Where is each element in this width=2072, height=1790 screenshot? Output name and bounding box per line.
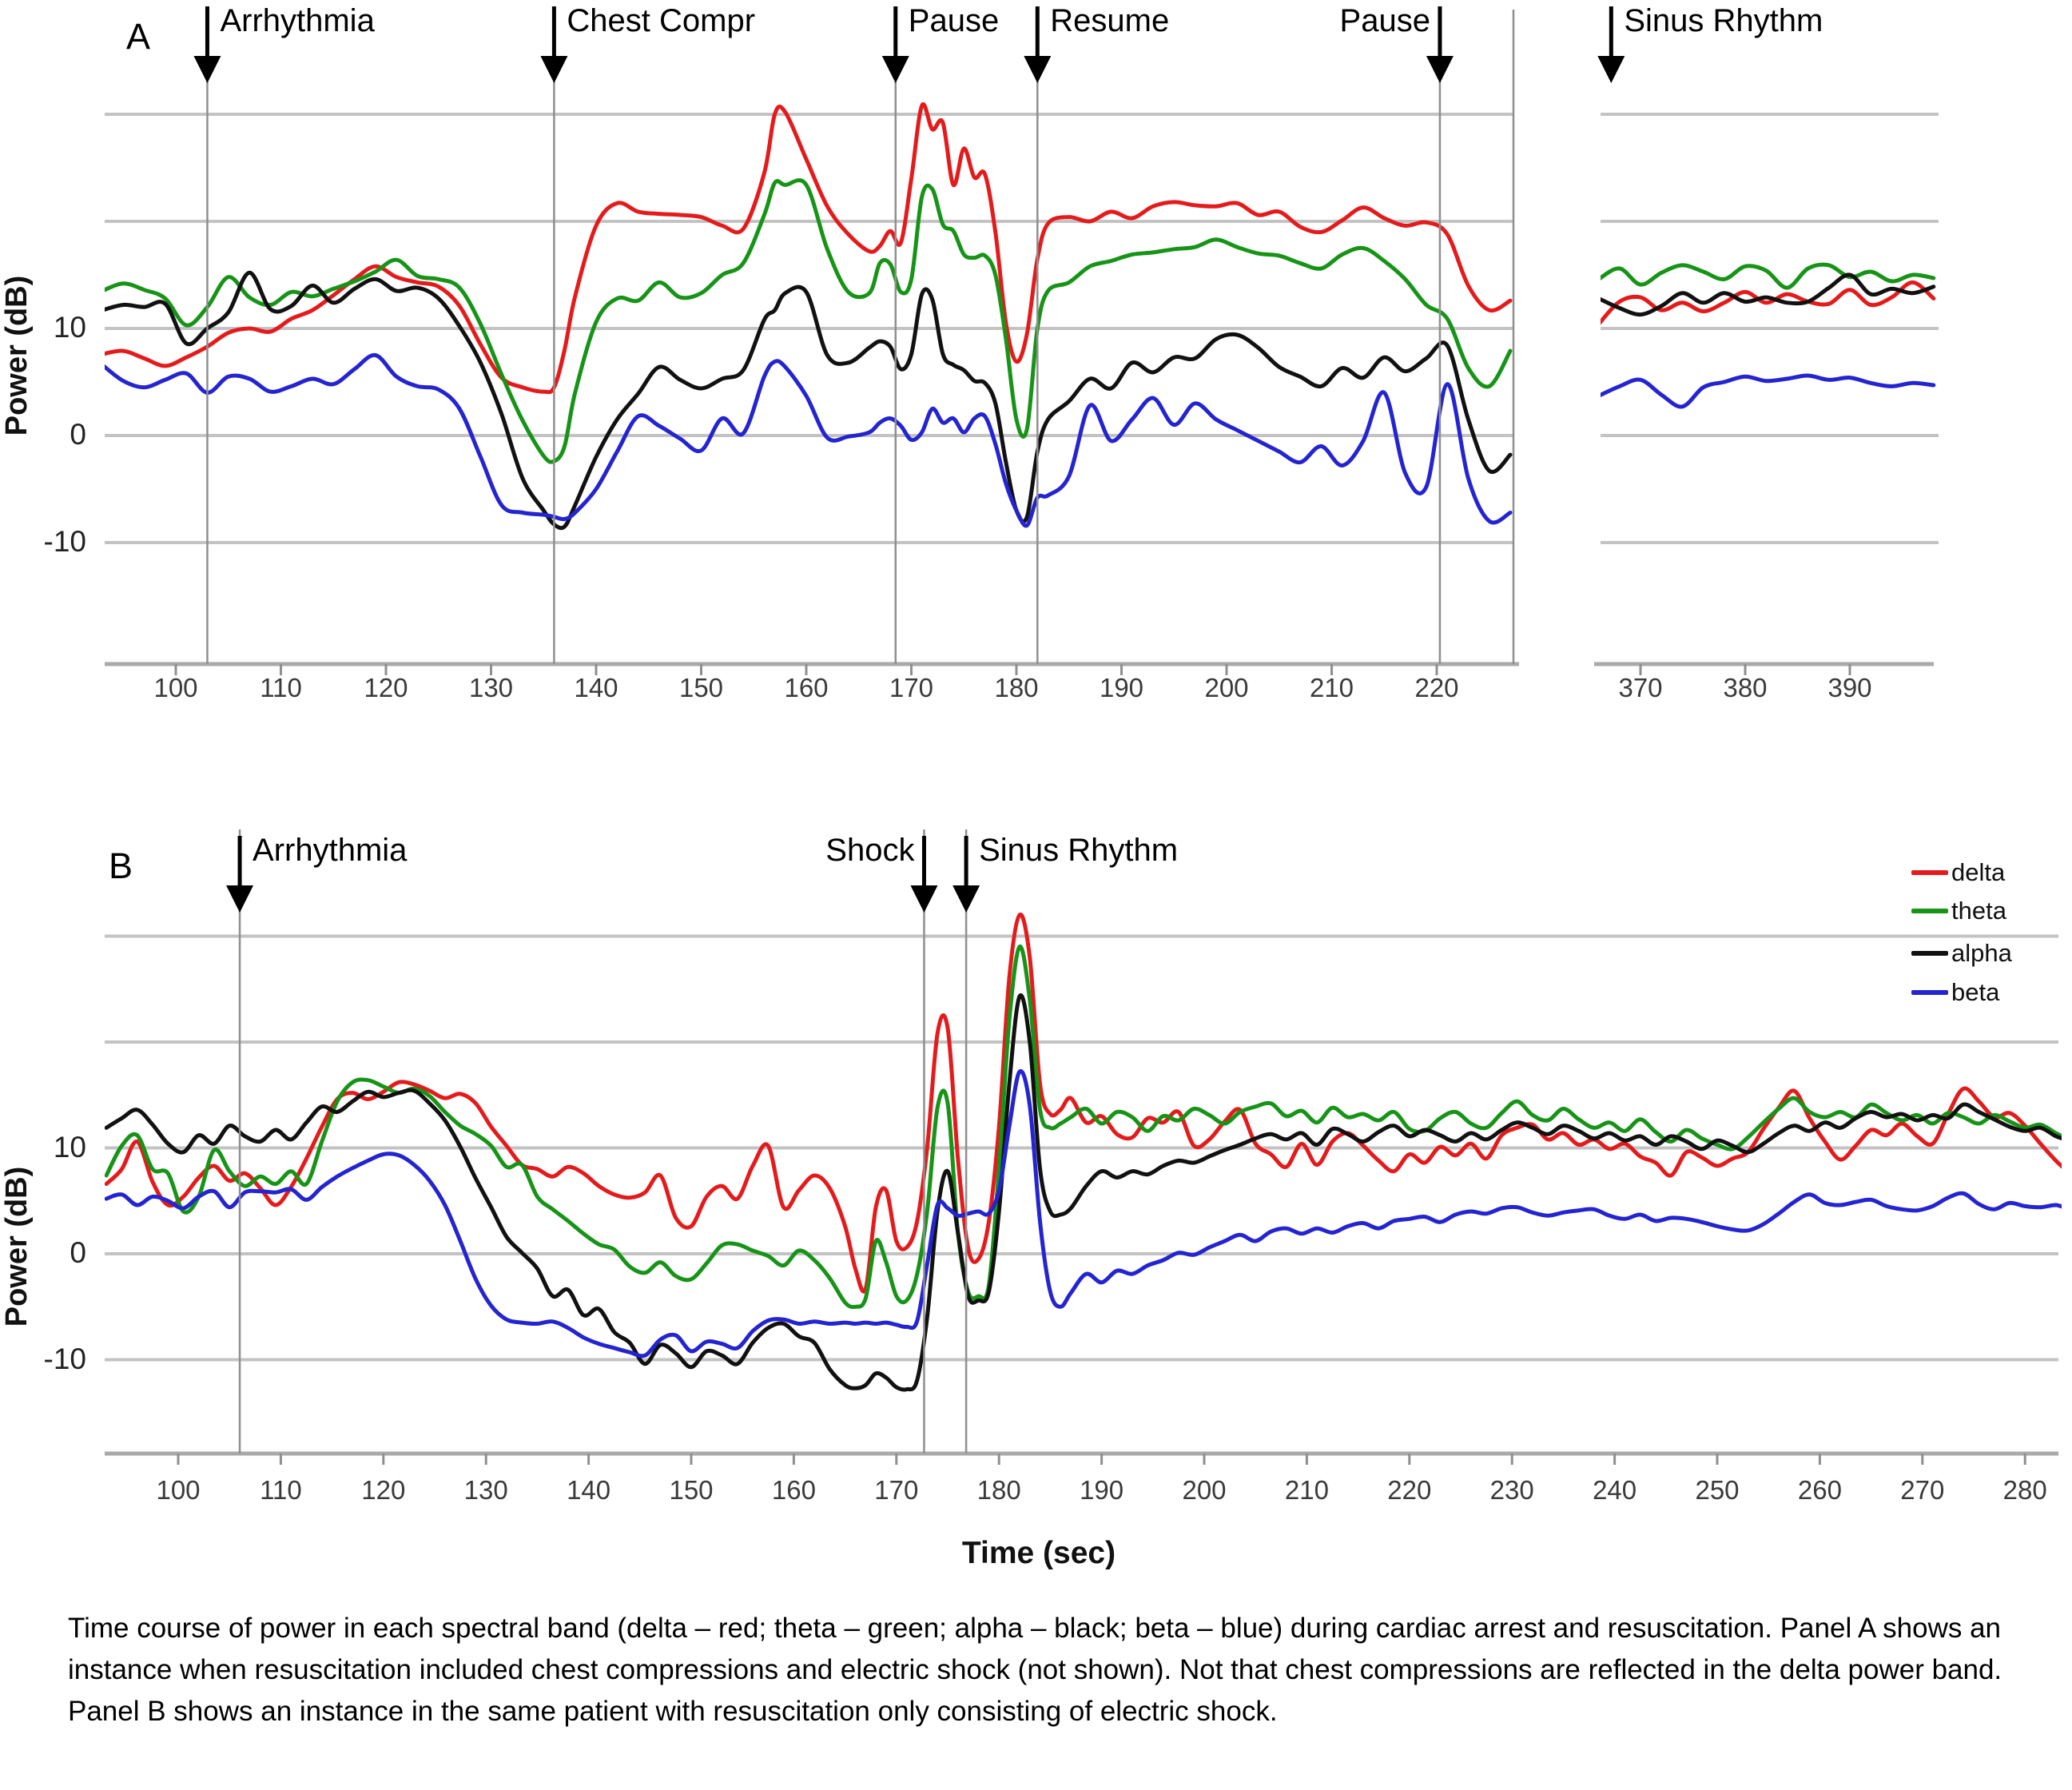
panel-a-down-arrow-icon — [193, 56, 221, 83]
panel-a-down-arrow-icon — [540, 56, 568, 83]
panel-a-series-group — [105, 101, 1513, 531]
panel-a-series-alpha — [1601, 272, 1936, 317]
panel-b-down-arrow-icon — [952, 885, 980, 913]
panel-b-series-alpha — [105, 992, 2062, 1392]
panel-b-series-theta — [105, 945, 2062, 1310]
panel-b-series-beta — [105, 1068, 2062, 1358]
panel-b-down-arrow-icon — [226, 885, 254, 913]
panel-b-down-arrow-icon — [910, 885, 938, 913]
panel-b-series-delta — [105, 912, 2062, 1294]
panel-a-series-beta — [1601, 373, 1936, 409]
panel-a-series-group — [1601, 262, 1936, 409]
panel-a-series-delta — [105, 101, 1513, 395]
panel-a-down-arrow-icon — [1024, 56, 1052, 83]
panel-a-down-arrow-icon — [1426, 56, 1454, 83]
panel-a-series-delta — [1601, 280, 1936, 325]
panel-a-series-alpha — [105, 270, 1513, 531]
panel-b-series-group — [105, 912, 2062, 1392]
panel-a-down-arrow-icon — [881, 56, 909, 83]
panel-a-series-theta — [1601, 262, 1936, 290]
panel-a-series-theta — [105, 178, 1513, 464]
panel-a-series-beta — [105, 352, 1513, 528]
panel-a-down-arrow-icon — [1597, 56, 1625, 83]
